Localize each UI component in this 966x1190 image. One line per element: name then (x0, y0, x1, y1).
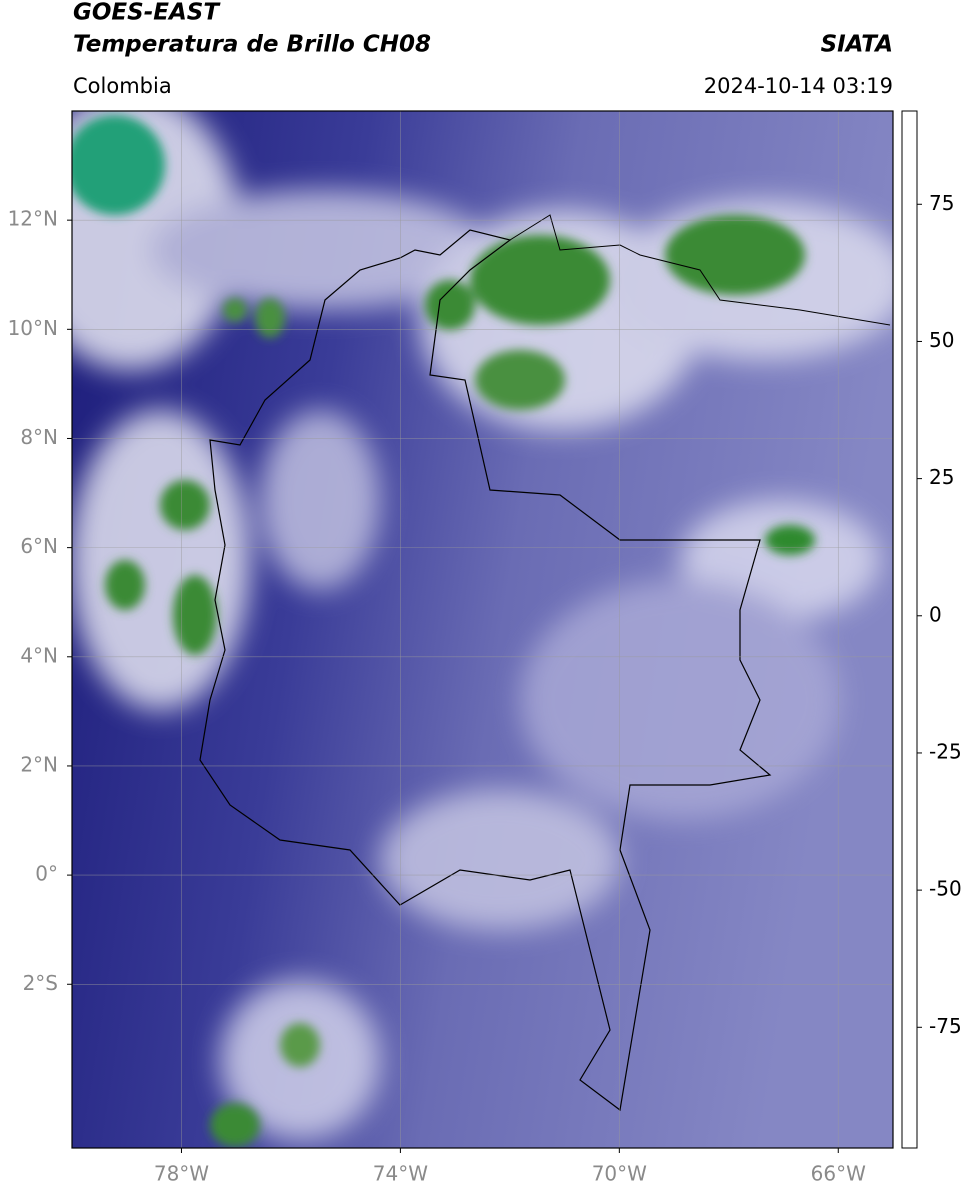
y-tick-label: 2°N (20, 752, 58, 776)
y-tick-label: 12°N (8, 207, 58, 231)
x-tick-label: 70°W (592, 1162, 647, 1186)
x-tick-label: 74°W (373, 1162, 428, 1186)
subtitle: Temperatura de Brillo CH08 (73, 32, 431, 58)
country-border (199, 229, 772, 1112)
y-tick-label: 6°N (20, 534, 58, 558)
colorbar-tick-label: 75 (929, 191, 954, 215)
colorbar (901, 110, 918, 1149)
x-tick-label: 78°W (154, 1162, 209, 1186)
colorbar-tick-label: -50 (929, 877, 962, 901)
y-tick-label: 2°S (23, 971, 58, 995)
colorbar-tick-label: -75 (929, 1014, 962, 1038)
y-tick-label: 10°N (8, 316, 58, 340)
grid (72, 111, 893, 1148)
y-tick-label: 4°N (20, 643, 58, 667)
colorbar-tick-label: 0 (929, 602, 942, 626)
map-image (72, 111, 893, 1148)
colorbar-tick-label: 50 (929, 328, 954, 352)
colorbar-tick-label: -25 (929, 739, 962, 763)
title: GOES-EAST (73, 0, 221, 26)
y-tick-label: 0° (35, 862, 58, 886)
timestamp: 2024-10-14 03:19 (704, 74, 893, 98)
source: SIATA (821, 32, 893, 58)
x-tick-label: 66°W (811, 1162, 866, 1186)
region: Colombia (73, 74, 172, 98)
y-tick-label: 8°N (20, 425, 58, 449)
map-frame (71, 110, 894, 1149)
colorbar-tick-label: 25 (929, 465, 954, 489)
